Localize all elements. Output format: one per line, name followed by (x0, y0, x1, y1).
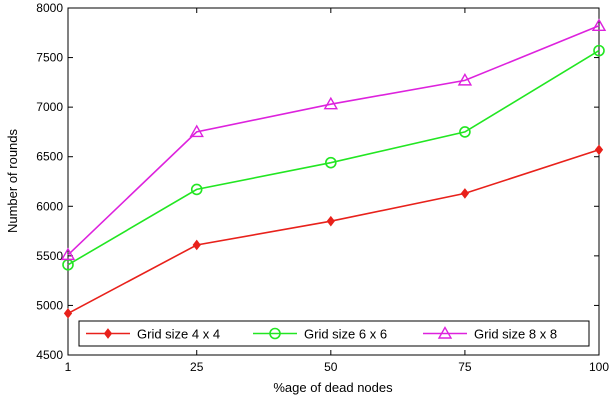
plot-area (67, 7, 600, 356)
data-point (594, 144, 604, 156)
series-layer (60, 18, 607, 319)
axis-ticks: 4500 5000 5500 6000 6500 7000 7500 8000 1 25 50 75 1… (36, 1, 609, 374)
x-axis-title: %age of dead nodes (273, 380, 393, 395)
x-tick-label: 25 (190, 360, 204, 374)
legend-entry-1: Grid size 4 x 4 (86, 327, 220, 342)
data-point (459, 126, 471, 138)
y-tick-label: 6500 (36, 150, 63, 164)
series-1 (63, 144, 604, 319)
x-tick-label: 100 (589, 360, 609, 374)
legend-entry-2: Grid size 6 x 6 (253, 327, 387, 342)
series-line (67, 49, 600, 266)
data-point (460, 188, 470, 199)
legend-entry-3: Grid size 8 x 8 (423, 326, 557, 342)
data-point (60, 247, 76, 261)
x-tick-label: 50 (324, 360, 338, 374)
series-2 (62, 44, 605, 271)
data-point (326, 215, 335, 227)
legend: Grid size 4 x 4 Grid size 6 x 6 Grid size … (78, 320, 590, 347)
legend-label: Grid size 8 x 8 (474, 327, 557, 342)
legend-marker (103, 328, 113, 339)
legend-label: Grid size 4 x 4 (137, 327, 220, 342)
data-point (457, 72, 473, 86)
y-axis-title: Number of rounds (5, 128, 20, 233)
legend-label: Grid size 6 x 6 (304, 327, 387, 342)
y-tick-label: 7500 (36, 51, 63, 65)
y-tick-label: 5000 (36, 298, 63, 312)
data-point (325, 156, 337, 169)
legend-marker (269, 327, 281, 340)
y-tick-label: 5500 (36, 249, 63, 263)
data-point (591, 18, 607, 32)
series-3 (60, 18, 607, 261)
x-tick-label: 75 (458, 360, 472, 374)
series-line (67, 25, 600, 256)
x-tick-label: 1 (65, 360, 72, 374)
legend-box (78, 320, 590, 347)
legend-marker (437, 326, 453, 339)
data-point (190, 183, 203, 196)
data-point (323, 96, 339, 110)
data-point (63, 308, 73, 319)
data-point (189, 124, 204, 138)
y-tick-label: 7000 (36, 100, 63, 114)
y-tick-label: 8000 (36, 1, 63, 15)
data-point (593, 44, 605, 57)
y-tick-label: 4500 (36, 348, 63, 362)
data-point (192, 239, 201, 251)
y-tick-label: 6000 (36, 199, 63, 213)
